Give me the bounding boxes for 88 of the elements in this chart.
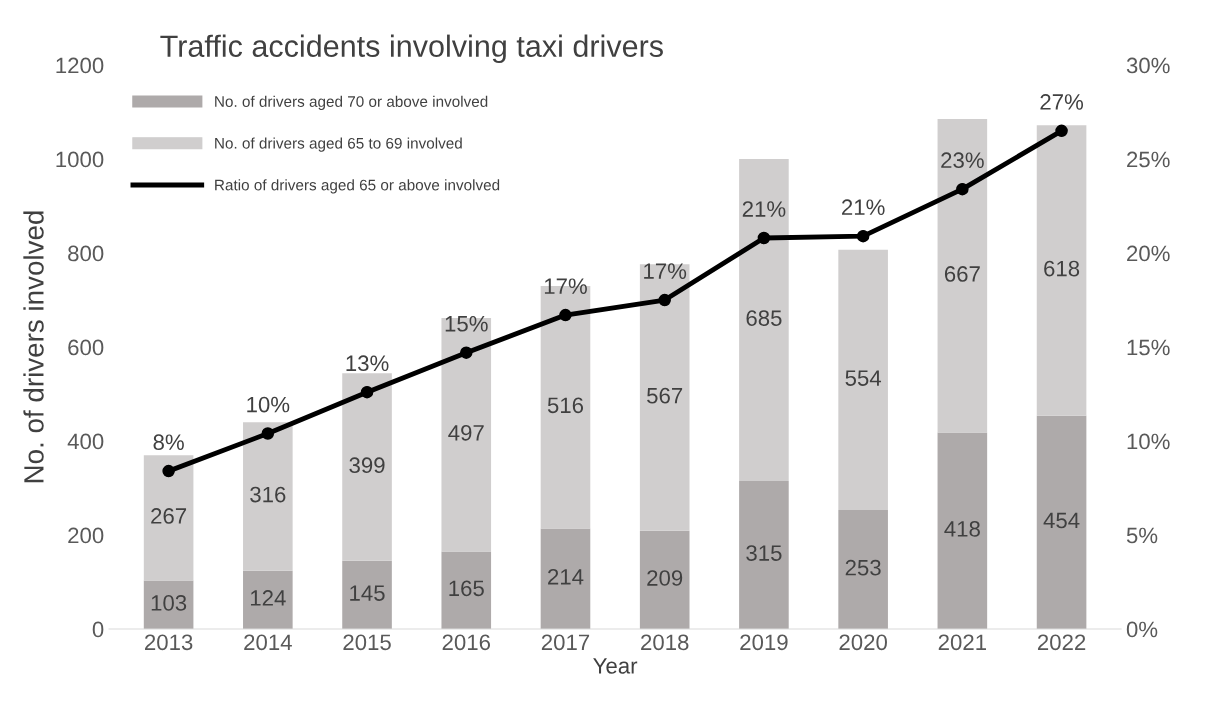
x-tick-label: 2018 bbox=[641, 634, 689, 651]
x-tick-label: 2019 bbox=[740, 634, 788, 651]
bar bbox=[739, 159, 789, 481]
point bbox=[162, 464, 175, 478]
data-label: 454 bbox=[1043, 512, 1080, 529]
legend-label: No. of drivers aged 65 to 69 involved bbox=[215, 137, 462, 152]
data-label: 23% bbox=[941, 152, 984, 169]
data-label: 497 bbox=[448, 424, 484, 441]
data-label: 17% bbox=[644, 263, 687, 279]
y-tick-label: 800 bbox=[68, 245, 104, 262]
x-tick-label: 2020 bbox=[839, 634, 887, 651]
x-tick-label: 2014 bbox=[244, 634, 292, 651]
bar bbox=[639, 530, 690, 630]
bar bbox=[838, 249, 888, 511]
x-tick-label: 2017 bbox=[541, 634, 590, 651]
point bbox=[261, 427, 275, 440]
data-label: 209 bbox=[647, 570, 683, 586]
bar bbox=[342, 373, 392, 561]
data-label: 21% bbox=[842, 199, 885, 215]
y2-tick-label: 15% bbox=[1127, 339, 1170, 356]
bar bbox=[639, 264, 690, 531]
data-label: 267 bbox=[151, 508, 187, 524]
bar bbox=[441, 317, 492, 552]
data-label: 214 bbox=[548, 568, 584, 585]
data-label: 418 bbox=[944, 521, 980, 537]
point bbox=[1055, 124, 1068, 138]
data-label: 8% bbox=[153, 434, 184, 451]
data-label: 124 bbox=[250, 590, 286, 606]
bar bbox=[342, 560, 392, 630]
bar bbox=[1036, 415, 1087, 630]
bar bbox=[441, 551, 492, 630]
data-label: 103 bbox=[151, 595, 187, 611]
data-label: 554 bbox=[845, 370, 882, 386]
y2-tick-label: 0% bbox=[1126, 621, 1158, 638]
data-label: 315 bbox=[746, 545, 782, 561]
point bbox=[460, 346, 473, 359]
x-tick-label: 2021 bbox=[938, 634, 986, 651]
data-label: 618 bbox=[1044, 260, 1080, 277]
y-tick-label: 1000 bbox=[56, 151, 104, 168]
data-label: 399 bbox=[349, 457, 385, 474]
bar bbox=[540, 528, 591, 630]
data-label: 17% bbox=[544, 278, 587, 294]
data-label: 516 bbox=[547, 397, 584, 414]
data-label: 21% bbox=[742, 201, 786, 217]
legend-label: Ratio of drivers aged 65 or above involved bbox=[215, 179, 500, 194]
y2-tick-label: 10% bbox=[1127, 433, 1170, 450]
data-label: 316 bbox=[250, 486, 286, 503]
x-tick-label: 2013 bbox=[145, 634, 193, 651]
data-label: 15% bbox=[445, 315, 488, 332]
y-tick-label: 200 bbox=[68, 527, 104, 544]
data-label: 145 bbox=[350, 585, 385, 601]
y-tick-label: 1200 bbox=[56, 57, 104, 74]
y-axis-title: No. of drivers involved bbox=[23, 211, 44, 483]
y-tick-label: 400 bbox=[67, 433, 104, 450]
point bbox=[757, 231, 771, 245]
bar bbox=[937, 119, 988, 433]
data-label: 253 bbox=[845, 559, 881, 576]
chart-title: Traffic accidents involving taxi drivers bbox=[160, 34, 663, 64]
bar bbox=[937, 432, 988, 630]
data-label: 10% bbox=[247, 396, 290, 413]
point bbox=[856, 229, 870, 243]
data-label: 567 bbox=[647, 387, 683, 404]
y-tick-label: 600 bbox=[68, 339, 104, 356]
bar bbox=[243, 570, 293, 630]
y2-tick-label: 20% bbox=[1127, 245, 1170, 262]
y-tick-label: 0 bbox=[92, 621, 104, 638]
bar bbox=[143, 455, 194, 581]
legend-label: No. of drivers aged 70 or above involved bbox=[215, 95, 488, 110]
bar bbox=[243, 422, 293, 571]
y2-tick-label: 5% bbox=[1126, 527, 1158, 544]
y2-tick-label: 30% bbox=[1126, 57, 1170, 74]
point bbox=[956, 182, 969, 196]
data-label: 667 bbox=[944, 266, 980, 282]
x-axis-title: Year bbox=[593, 658, 638, 674]
y2-tick-label: 25% bbox=[1127, 151, 1170, 168]
data-label: 685 bbox=[746, 310, 782, 326]
bar bbox=[1036, 125, 1087, 416]
x-tick-label: 2015 bbox=[343, 634, 391, 651]
x-tick-label: 2016 bbox=[442, 634, 491, 651]
data-label: 27% bbox=[1040, 94, 1084, 110]
bar bbox=[739, 480, 789, 630]
data-label: 13% bbox=[346, 355, 389, 372]
point bbox=[360, 385, 374, 399]
x-tick-label: 2022 bbox=[1037, 634, 1086, 651]
point bbox=[559, 308, 572, 322]
data-label: 165 bbox=[449, 580, 484, 597]
point bbox=[658, 293, 671, 307]
bar bbox=[838, 510, 888, 630]
